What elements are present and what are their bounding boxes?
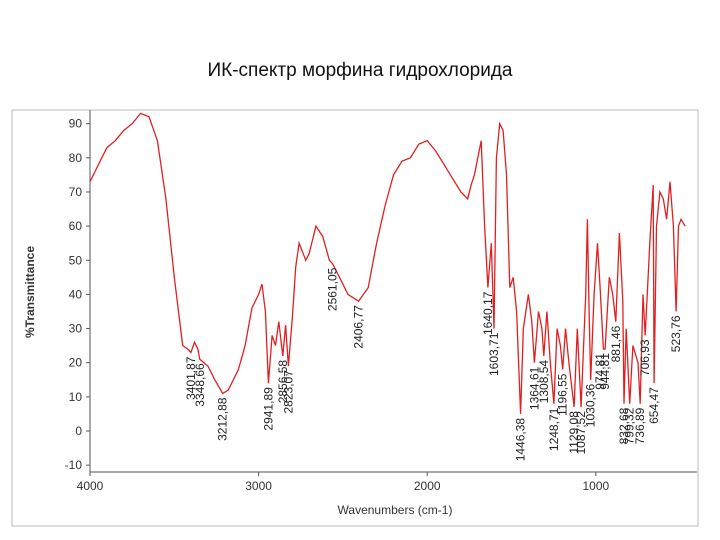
x-tick-label: 2000 [414, 479, 441, 493]
peak-label: 2856,58 [276, 360, 290, 404]
y-tick-label: 30 [69, 322, 83, 336]
peak-label: 1640,17 [481, 291, 495, 335]
y-tick-label: 90 [69, 117, 83, 131]
y-tick-label: 0 [75, 424, 82, 438]
peak-label: 1030,36 [584, 383, 598, 427]
peak-label: 2941,89 [261, 387, 275, 431]
peak-label: 1248,71 [547, 407, 561, 451]
chart-title: ИК-спектр морфина гидрохлорида [207, 60, 512, 81]
peak-label: 523,76 [669, 315, 683, 352]
y-tick-label: 50 [69, 253, 83, 267]
y-tick-label: 10 [69, 390, 83, 404]
peak-label: 881,46 [609, 325, 623, 362]
y-tick-label: 60 [69, 219, 83, 233]
peak-label: 3212,88 [216, 397, 230, 441]
peak-label: 944,81 [598, 353, 612, 390]
y-tick-label: -10 [65, 458, 83, 472]
y-axis-label: %Transmittance [23, 246, 37, 338]
peak-label: 1196,55 [556, 373, 570, 416]
peak-label: 2823,07 [281, 370, 295, 414]
x-tick-label: 4000 [77, 479, 104, 493]
peak-label: 1446,38 [514, 418, 528, 462]
peak-label: 654,47 [647, 387, 661, 424]
peak-label: 736,89 [633, 407, 647, 444]
y-tick-label: 20 [69, 356, 83, 370]
peak-label: 1308,54 [537, 360, 551, 404]
peak-label: 3348,66 [193, 363, 207, 407]
peak-label: 3401,87 [184, 356, 198, 400]
peak-label: 1087,52 [574, 411, 588, 455]
frame [11, 109, 699, 527]
x-tick-label: 1000 [582, 479, 609, 493]
peak-label: 974,81 [593, 353, 607, 390]
y-tick-label: 80 [69, 151, 83, 165]
y-tick-label: 40 [69, 287, 83, 301]
peak-label: 799,32 [623, 407, 637, 444]
peak-label: 832,68 [617, 407, 631, 444]
x-axis-label: Wavenumbers (cm-1) [338, 503, 453, 517]
peak-label: 1129,08 [567, 411, 581, 454]
x-tick-label: 3000 [245, 479, 272, 493]
peak-label: 2561,05 [326, 267, 340, 311]
peak-label: 1364,61 [527, 366, 541, 410]
peak-label: 706,93 [638, 339, 652, 376]
peak-label: 2406,77 [352, 305, 366, 349]
spectrum-line [89, 112, 686, 414]
y-tick-label: 70 [69, 185, 83, 199]
peak-label: 1603,71 [487, 332, 501, 376]
